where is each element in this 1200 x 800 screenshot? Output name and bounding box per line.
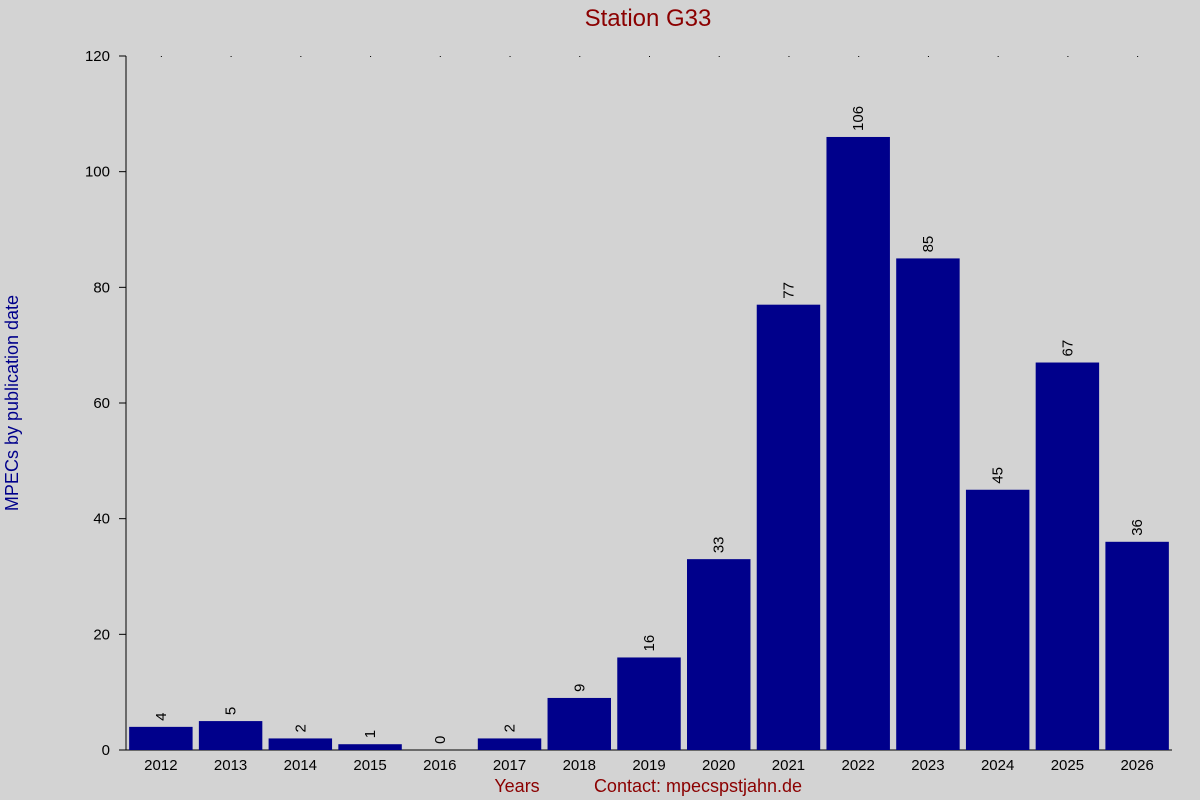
bar: [477, 738, 542, 750]
bar: [965, 489, 1030, 750]
x-tick-label: 2025: [1051, 757, 1084, 774]
top-dot: [509, 56, 511, 57]
bar: [547, 697, 611, 750]
bar-value-label: 45: [990, 467, 1007, 484]
x-tick-label: 2018: [563, 757, 596, 774]
y-tick-label: 0: [102, 742, 110, 759]
y-tick-label: 20: [93, 626, 110, 643]
bar: [268, 738, 333, 750]
x-tick-label: 2023: [911, 757, 944, 774]
bar: [1105, 541, 1169, 750]
top-dot: [927, 56, 929, 57]
bar: [338, 744, 402, 750]
bar: [756, 304, 821, 750]
y-tick-label: 100: [85, 164, 110, 181]
top-dot: [439, 56, 441, 57]
y-axis: 0 20 40 60 80 100 120: [85, 48, 127, 759]
top-dot: [230, 56, 232, 57]
x-tick-label: 2021: [772, 757, 805, 774]
bar-value-label: 106: [850, 106, 867, 131]
bars-group: [129, 136, 1169, 750]
top-dot: [718, 56, 720, 57]
bar-value-label: 2: [292, 724, 309, 732]
bar: [1035, 362, 1100, 750]
bar: [198, 721, 263, 750]
bar-value-label: 5: [223, 707, 240, 715]
bar-value-label: 0: [432, 736, 449, 744]
y-tick-label: 80: [93, 279, 110, 296]
top-dot: [579, 56, 581, 57]
top-dot: [649, 56, 650, 57]
top-dot: [788, 56, 790, 57]
bar-value-label: 77: [780, 282, 797, 299]
bar-value-label: 36: [1129, 519, 1146, 536]
top-dot: [370, 56, 372, 57]
x-tick-label: 2012: [144, 757, 177, 774]
x-axis: 2012 2013 2014 2015 2016 2017 2018 2019 2020 2021…: [119, 749, 1172, 774]
x-tick-label: 2024: [981, 757, 1014, 774]
top-dot: [1137, 56, 1139, 57]
top-dot: [1067, 56, 1069, 57]
y-tick-label: 40: [93, 511, 110, 528]
bar-value-label: 85: [920, 236, 937, 253]
bar: [129, 726, 193, 750]
x-axis-label: Years: [494, 776, 539, 796]
x-tick-label: 2026: [1120, 757, 1153, 774]
bar: [896, 258, 960, 750]
y-tick-label: 120: [85, 48, 110, 65]
x-tick-label: 2013: [214, 757, 247, 774]
x-tick-label: 2016: [423, 757, 456, 774]
contact-text: Contact: mpecspstjahn.de: [594, 776, 802, 796]
bar-value-label: 33: [711, 536, 728, 553]
top-dot: [858, 56, 860, 57]
x-tick-label: 2020: [702, 757, 735, 774]
x-tick-label: 2017: [493, 757, 526, 774]
bar-value-label: 9: [571, 684, 588, 692]
bar-value-label: 2: [502, 724, 519, 732]
x-tick-label: 2022: [842, 757, 875, 774]
bar-value-label: 16: [641, 635, 658, 652]
top-dot: [300, 56, 302, 57]
x-tick-label: 2019: [632, 757, 665, 774]
bar: [687, 559, 751, 750]
top-dot: [160, 56, 162, 57]
top-tick-dots: [160, 56, 1139, 57]
bar: [617, 657, 681, 750]
bar-value-label: 1: [362, 730, 379, 738]
bar: [826, 136, 890, 750]
x-tick-label: 2015: [353, 757, 386, 774]
top-dot: [997, 56, 999, 57]
y-tick-label: 60: [93, 395, 110, 412]
bar-value-label: 67: [1059, 340, 1076, 357]
chart-title: Station G33: [585, 5, 712, 32]
x-tick-label: 2014: [284, 757, 317, 774]
y-axis-label: MPECs by publication date: [2, 295, 22, 511]
bar-value-label: 4: [153, 713, 170, 721]
